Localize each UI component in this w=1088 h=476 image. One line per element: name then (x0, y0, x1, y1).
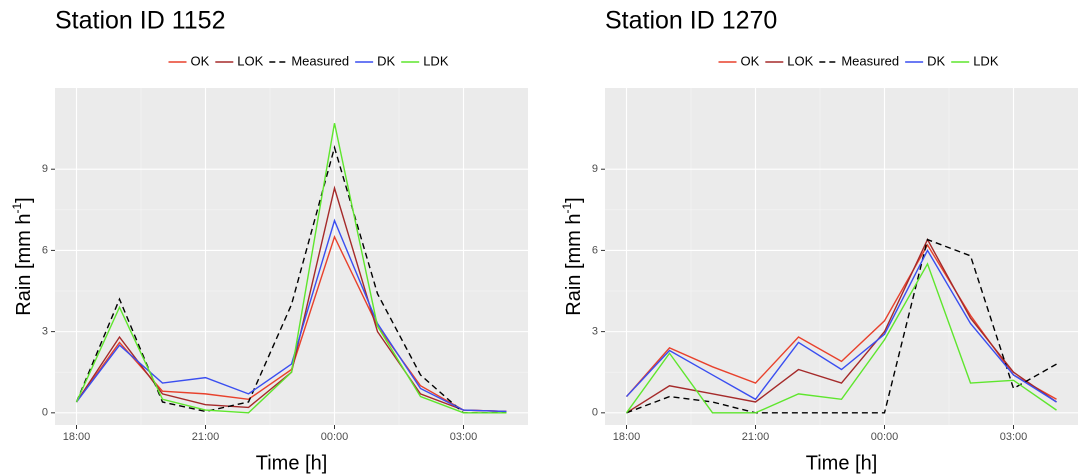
y-axis-label-part: ] (13, 197, 35, 203)
y-axis-label-part: Rain [mm h (13, 213, 35, 315)
y-tick-label: 3 (592, 326, 598, 338)
x-tick-label: 03:00 (450, 431, 478, 443)
y-axis-label-part: Rain [mm h (563, 213, 585, 315)
y-tick-label: 3 (42, 326, 48, 338)
plot-background (55, 88, 528, 425)
data-line (626, 238, 1057, 414)
legend-label: DK (377, 53, 395, 68)
x-tick-label: 21:00 (192, 431, 220, 443)
data-line (626, 238, 1057, 414)
y-axis-label-part: -1 (10, 202, 24, 213)
data-line (75, 123, 507, 414)
y-tick-label: 6 (592, 244, 598, 256)
y-tick-label: 0 (592, 407, 598, 419)
data-line (75, 218, 507, 413)
y-tick-label: 9 (592, 163, 598, 175)
x-axis-label: Time [h] (806, 452, 878, 474)
plot-background (605, 88, 1078, 425)
data-line (625, 248, 1057, 403)
legend-label: Measured (291, 53, 349, 68)
legend-label: DK (927, 53, 945, 68)
x-tick-label: 21:00 (742, 431, 770, 443)
y-axis-label: Rain [mm h-1] (10, 197, 35, 315)
y-tick-label: 0 (42, 407, 48, 419)
legend-label: LDK (973, 53, 999, 68)
legend-label: OK (191, 53, 210, 68)
y-axis-label-part: -1 (560, 202, 574, 213)
legend-label: LDK (423, 53, 449, 68)
x-tick-label: 03:00 (1000, 431, 1028, 443)
legend: OK LOK Measured DK LDK (718, 53, 999, 68)
y-axis-label-part: ] (563, 197, 585, 203)
y-tick-label: 6 (42, 244, 48, 256)
x-tick-label: 18:00 (613, 431, 641, 443)
x-tick-label: 00:00 (871, 431, 899, 443)
legend-label: LOK (237, 53, 263, 68)
legend: OK LOK Measured DK LDK (168, 53, 449, 68)
legend-label: OK (741, 53, 760, 68)
y-axis-label: Rain [mm h-1] (560, 197, 585, 315)
chart-title: Station ID 1270 (605, 7, 777, 35)
legend-label: LOK (787, 53, 813, 68)
x-axis-label: Time [h] (256, 452, 328, 474)
data-line (625, 262, 1057, 414)
legend-label: Measured (841, 53, 899, 68)
x-tick-label: 00:00 (321, 431, 349, 443)
x-tick-label: 18:00 (63, 431, 91, 443)
chart-title: Station ID 1152 (55, 7, 225, 35)
y-tick-label: 9 (42, 163, 48, 175)
